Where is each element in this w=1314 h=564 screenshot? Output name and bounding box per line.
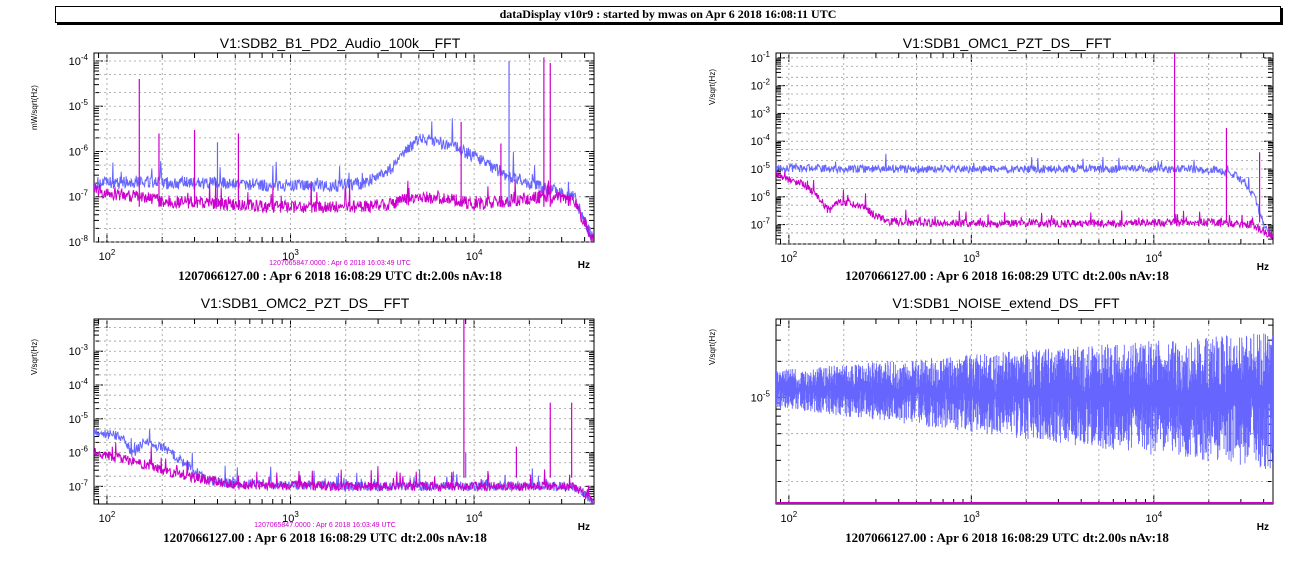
y-tick-label: 10-6 xyxy=(751,189,771,204)
time-tag: 1207065847.0000 : Apr 6 2018 16:03:49 UT… xyxy=(254,522,396,529)
y-tick-label: 10-2 xyxy=(751,78,771,93)
chart-footer: 1207066127.00 : Apr 6 2018 16:08:29 UTC … xyxy=(178,268,502,283)
series-line xyxy=(94,442,594,504)
y-tick-label: 10-6 xyxy=(69,143,89,158)
y-tick-label: 10-6 xyxy=(69,445,89,460)
x-tick-label: 103 xyxy=(963,250,980,265)
y-tick-label: 10-5 xyxy=(751,161,771,176)
display-banner: dataDisplay v10r9 : started by mwas on A… xyxy=(55,6,1281,23)
time-tag: 1207065847.0000 : Apr 6 2018 16:03:49 UT… xyxy=(269,260,411,267)
chart-footer: 1207066127.00 : Apr 6 2018 16:08:29 UTC … xyxy=(845,530,1169,545)
x-axis-label: Hz xyxy=(578,260,590,271)
x-axis-label: Hz xyxy=(1257,262,1269,273)
chart-panel-4: V1:SDB1_NOISE_extend_DS__FFT V/sqrt(Hz) … xyxy=(658,290,1314,564)
chart-panel-1: V1:SDB2_B1_PD2_Audio_100k__FFT mW/sqrt(H… xyxy=(0,30,656,304)
x-tick-label: 104 xyxy=(466,510,483,525)
y-tick-label: 10-8 xyxy=(69,234,89,249)
series-line xyxy=(776,153,1273,239)
x-tick-label: 104 xyxy=(1145,250,1162,265)
plot-frame xyxy=(775,52,1274,245)
series-group xyxy=(776,333,1273,504)
plot-area: 102 103 104 Hz 10-5 xyxy=(751,318,1274,533)
plot-frame xyxy=(93,52,595,243)
y-tick-label: 10-5 xyxy=(69,411,89,426)
y-tick-label: 10-3 xyxy=(69,343,89,358)
y-tick-label: 10-7 xyxy=(69,189,89,204)
y-tick-label: 10-4 xyxy=(69,377,89,392)
series-line xyxy=(94,179,594,242)
series-line xyxy=(94,118,594,242)
x-tick-label: 104 xyxy=(1145,510,1162,525)
y-tick-label: 10-4 xyxy=(751,133,771,148)
series-line xyxy=(94,429,594,504)
chart-title: V1:SDB1_OMC2_PZT_DS__FFT xyxy=(200,295,410,311)
series-group xyxy=(776,53,1273,239)
y-tick-label: 10-5 xyxy=(69,98,89,113)
x-tick-label: 102 xyxy=(781,250,798,265)
chart-title: V1:SDB2_B1_PD2_Audio_100k__FFT xyxy=(219,35,461,51)
y-tick-label: 10-7 xyxy=(69,478,89,493)
series-group xyxy=(94,57,594,242)
chart-footer: 1207066127.00 : Apr 6 2018 16:08:29 UTC … xyxy=(845,268,1169,283)
y-tick-label: 10-5 xyxy=(751,390,771,405)
chart-footer: 1207066127.00 : Apr 6 2018 16:08:29 UTC … xyxy=(163,530,487,545)
chart-title: V1:SDB1_OMC1_PZT_DS__FFT xyxy=(902,35,1112,51)
x-tick-label: 102 xyxy=(99,510,116,525)
chart-panel-2: V1:SDB1_OMC1_PZT_DS__FFT V/sqrt(Hz) 102 1… xyxy=(658,30,1314,304)
series-line xyxy=(776,171,1273,239)
x-tick-label: 102 xyxy=(781,510,798,525)
x-axis-label: Hz xyxy=(578,522,590,533)
chart-title: V1:SDB1_NOISE_extend_DS__FFT xyxy=(892,295,1120,311)
series-group xyxy=(94,319,594,504)
noise-band xyxy=(776,333,1273,469)
y-tick-label: 10-4 xyxy=(69,53,89,68)
x-axis-label: Hz xyxy=(1257,522,1269,533)
plot-area: 102 103 104 Hz 10-7 10-6 10-5 10-4 10-3 10-2 10-1 xyxy=(751,50,1274,273)
x-tick-label: 103 xyxy=(963,510,980,525)
y-tick-label: 10-7 xyxy=(751,217,771,232)
x-tick-label: 104 xyxy=(466,248,483,263)
chart-panel-3: V1:SDB1_OMC2_PZT_DS__FFT V/sqrt(Hz) 102 1… xyxy=(0,290,656,564)
y-tick-label: 10-1 xyxy=(751,50,771,65)
y-tick-label: 10-3 xyxy=(751,105,771,120)
x-tick-label: 102 xyxy=(99,248,116,263)
